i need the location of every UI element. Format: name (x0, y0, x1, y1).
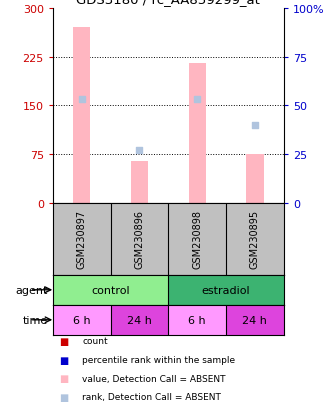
Text: time: time (23, 315, 48, 325)
Text: percentile rank within the sample: percentile rank within the sample (82, 355, 236, 364)
Text: estradiol: estradiol (202, 285, 250, 295)
Text: ■: ■ (59, 336, 69, 346)
Bar (188, 64, 206, 203)
Text: GSM230897: GSM230897 (77, 210, 87, 269)
Text: control: control (91, 285, 130, 295)
Bar (73, 28, 90, 203)
Bar (53, 275, 168, 305)
Text: count: count (82, 337, 108, 346)
Text: rank, Detection Call = ABSENT: rank, Detection Call = ABSENT (82, 392, 221, 401)
Point (137, 147, 142, 154)
Bar (131, 161, 148, 203)
Point (79, 97, 84, 104)
Text: agent: agent (16, 285, 48, 295)
Text: ■: ■ (59, 392, 69, 402)
Text: ■: ■ (59, 373, 69, 383)
Bar (168, 305, 226, 335)
Bar (246, 154, 264, 203)
Point (252, 122, 258, 129)
Text: 24 h: 24 h (127, 315, 152, 325)
Text: 24 h: 24 h (243, 315, 267, 325)
Bar (111, 305, 168, 335)
Title: GDS3180 / rc_AA859299_at: GDS3180 / rc_AA859299_at (76, 0, 260, 6)
Bar (53, 305, 111, 335)
Text: GSM230898: GSM230898 (192, 210, 202, 268)
Text: GSM230896: GSM230896 (134, 210, 145, 268)
Text: 6 h: 6 h (188, 315, 206, 325)
Text: value, Detection Call = ABSENT: value, Detection Call = ABSENT (82, 374, 226, 383)
Bar (168, 275, 284, 305)
Point (195, 97, 200, 104)
Text: 6 h: 6 h (73, 315, 90, 325)
Bar (226, 305, 284, 335)
Text: GSM230895: GSM230895 (250, 210, 260, 269)
Text: ■: ■ (59, 355, 69, 365)
